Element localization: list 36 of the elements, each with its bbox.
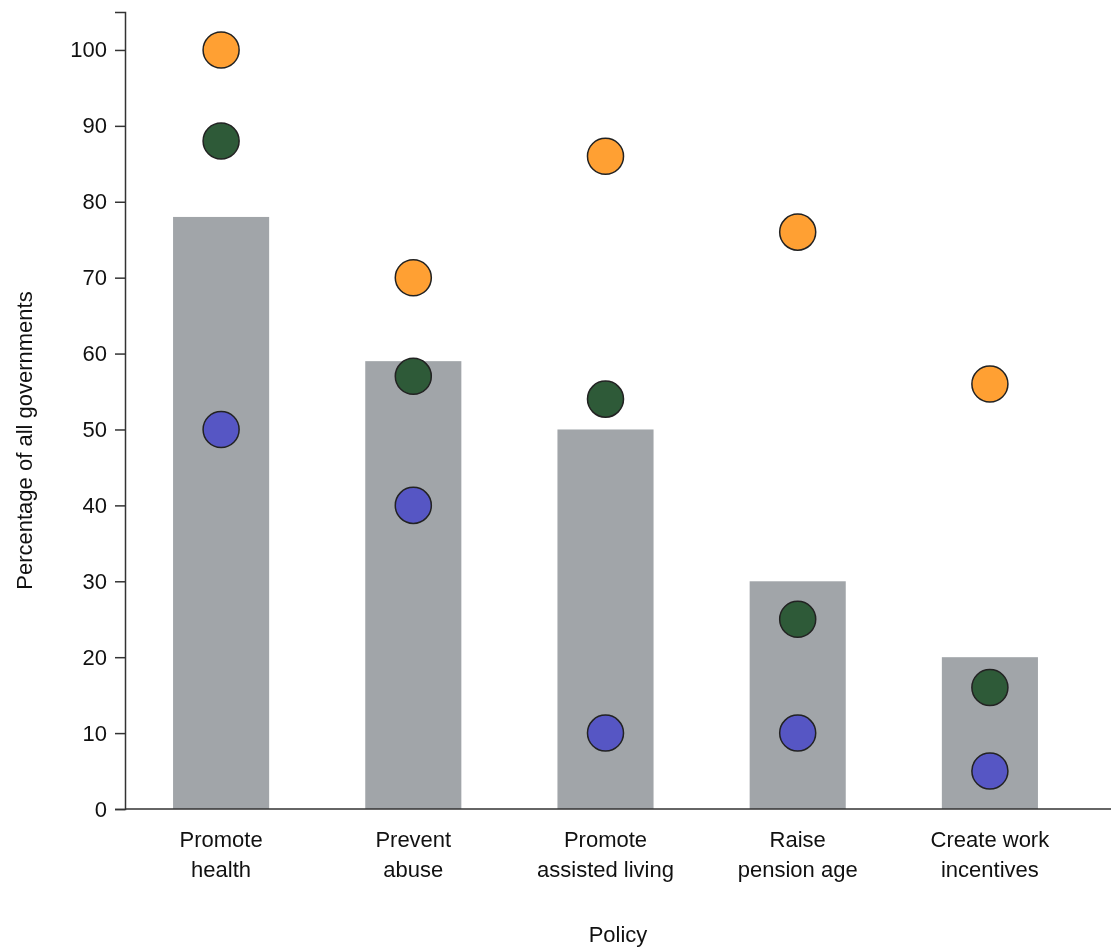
y-tick-label: 0 (94, 796, 107, 822)
y-tick-label: 90 (82, 113, 107, 139)
y-tick-label: 70 (82, 265, 107, 291)
point (971, 752, 1009, 790)
point (586, 137, 625, 175)
x-tick-label: Promote health (179, 827, 263, 882)
y-axis-title: Percentage of all governments (12, 291, 37, 590)
x-tick-label: Prevent abuse (375, 827, 452, 882)
y-tick-label: 80 (82, 189, 107, 215)
point (394, 258, 433, 297)
bar (557, 429, 654, 809)
y-tick-label: 60 (82, 341, 107, 367)
point (971, 668, 1009, 707)
bar (173, 216, 270, 809)
point (202, 410, 240, 449)
y-tick-label: 50 (82, 417, 107, 443)
point (394, 486, 433, 525)
x-tick-label: Promote assisted living (537, 827, 674, 882)
y-tick-label: 100 (70, 37, 107, 63)
x-tick-label: Raise pension age (737, 827, 858, 882)
point (202, 31, 240, 69)
point (778, 213, 817, 251)
point (778, 714, 817, 752)
y-tick-label: 30 (82, 568, 107, 594)
y-tick-label: 10 (82, 720, 107, 746)
point (586, 380, 625, 418)
y-tick-label: 40 (82, 492, 107, 518)
y-tick-label: 20 (82, 644, 107, 670)
point (971, 365, 1009, 403)
bar (365, 361, 462, 809)
point (586, 714, 625, 752)
point (394, 357, 433, 396)
x-axis-title: Policy (588, 922, 648, 947)
point (778, 600, 817, 638)
x-tick-label: Create work incentives (930, 827, 1051, 882)
point (202, 122, 240, 160)
